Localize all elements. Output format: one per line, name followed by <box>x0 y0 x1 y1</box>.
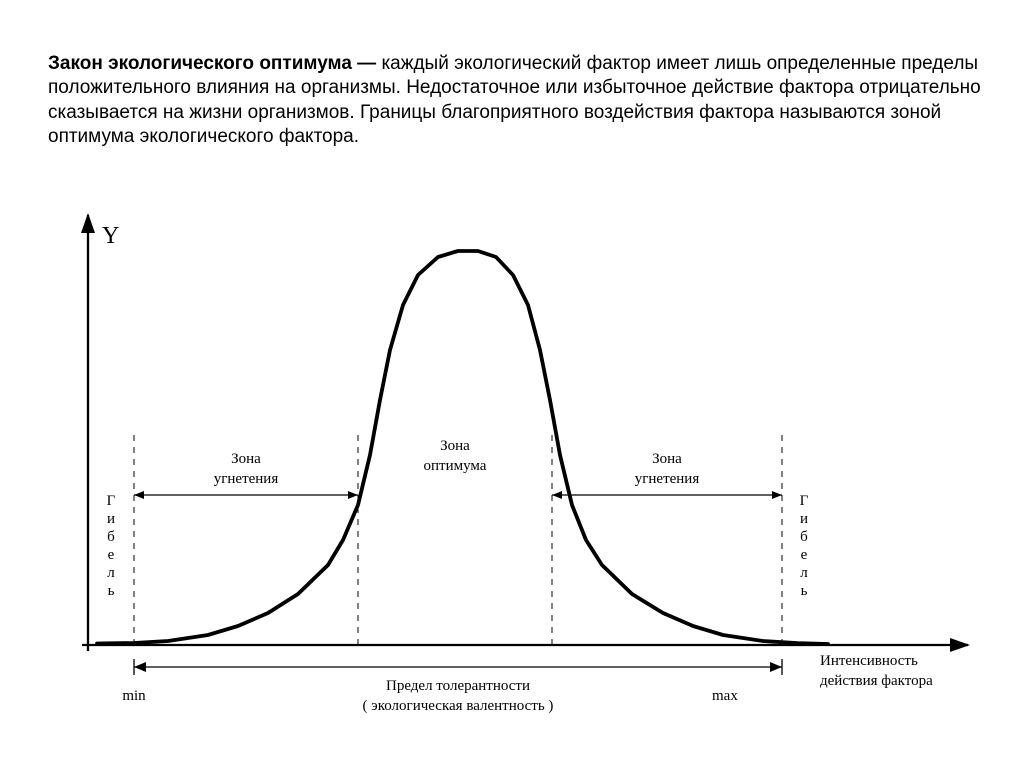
svg-text:оптимума: оптимума <box>424 458 487 474</box>
svg-text:б: б <box>800 529 808 545</box>
svg-text:л: л <box>800 565 808 581</box>
svg-text:Зона: Зона <box>231 451 261 467</box>
svg-text:е: е <box>108 547 115 563</box>
svg-text:и: и <box>800 511 808 527</box>
svg-text:и: и <box>107 511 115 527</box>
svg-text:Предел толерантности: Предел толерантности <box>386 678 530 694</box>
svg-text:действия фактора: действия фактора <box>820 673 933 689</box>
svg-text:( экологическая валентность ): ( экологическая валентность ) <box>363 698 554 714</box>
svg-text:угнетения: угнетения <box>635 471 700 487</box>
svg-text:Y: Y <box>102 223 119 249</box>
svg-text:Зона: Зона <box>652 451 682 467</box>
svg-text:б: б <box>107 529 115 545</box>
heading-text: Закон экологического оптимума — каждый э… <box>48 52 984 149</box>
svg-text:max: max <box>712 688 738 704</box>
svg-text:угнетения: угнетения <box>214 471 279 487</box>
svg-text:Г: Г <box>800 493 809 509</box>
svg-text:Зона: Зона <box>440 438 470 454</box>
svg-text:л: л <box>107 565 115 581</box>
svg-text:Г: Г <box>107 493 116 509</box>
svg-text:ь: ь <box>108 583 115 599</box>
svg-text:min: min <box>122 688 146 704</box>
svg-text:Интенсивность: Интенсивность <box>820 653 918 669</box>
tolerance-curve-chart: Y Зона оптимума Зона угнетения Зона угнетения Г… <box>28 205 988 725</box>
heading-bold: Закон экологического оптимума — <box>48 53 376 74</box>
svg-text:ь: ь <box>801 583 808 599</box>
svg-text:е: е <box>801 547 808 563</box>
